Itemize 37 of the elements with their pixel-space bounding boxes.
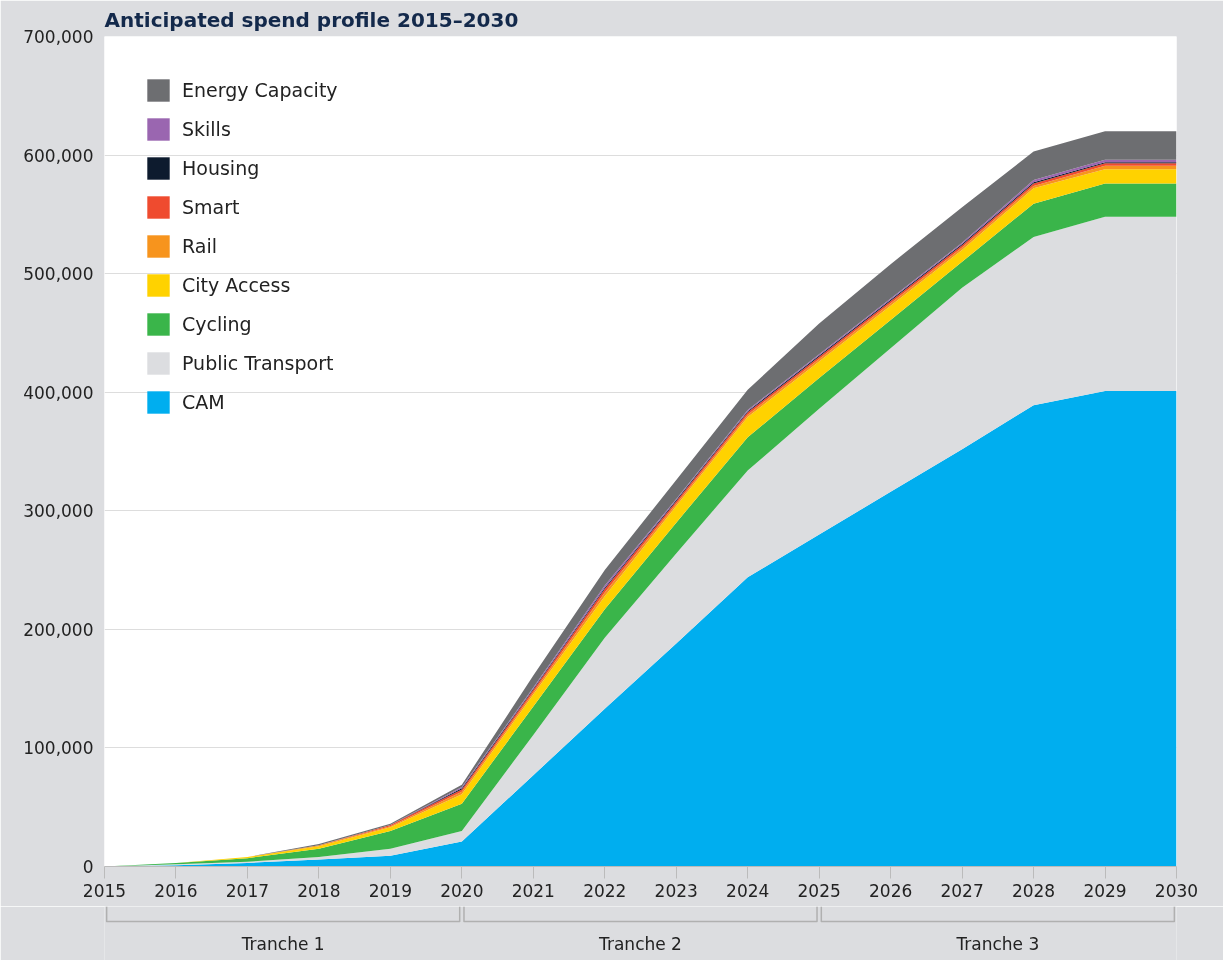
x-tick-label: 2028 — [1011, 880, 1056, 901]
x-tick-label: 2030 — [1154, 880, 1199, 901]
legend-label: Energy Capacity — [182, 79, 338, 101]
legend-label: CAM — [182, 391, 225, 413]
x-tick-label: 2029 — [1083, 880, 1127, 901]
x-tick-label: 2017 — [225, 880, 270, 901]
legend-label: Housing — [182, 157, 260, 179]
legend-label: Skills — [182, 118, 231, 140]
y-tick-label: 0 — [82, 857, 94, 877]
legend-label: Smart — [182, 196, 240, 218]
chart-title: Anticipated spend profile 2015–2030 — [104, 7, 519, 32]
legend-label: City Access — [182, 274, 291, 296]
x-tick-label: 2025 — [797, 880, 841, 901]
y-tick-label: 100,000 — [23, 738, 94, 759]
x-tick-label: 2016 — [154, 880, 198, 901]
x-tick-label: 2023 — [654, 880, 698, 901]
text: Tranche 1 — [240, 934, 325, 955]
x-tick-label: 2022 — [583, 880, 627, 901]
y-tick-label: 600,000 — [23, 145, 94, 166]
y-tick-label: 300,000 — [23, 501, 94, 522]
text: Tranche 2 — [598, 934, 682, 955]
text: Tranche 3 — [955, 934, 1040, 955]
x-tick-label: 2015 — [82, 880, 127, 901]
y-tick-label: 400,000 — [23, 382, 94, 403]
x-tick-label: 2024 — [726, 880, 770, 901]
legend-label: Cycling — [182, 313, 252, 335]
x-tick-label: 2021 — [511, 880, 555, 901]
legend-label: Rail — [182, 235, 217, 257]
x-tick-label: 2018 — [297, 880, 341, 901]
y-tick-label: 200,000 — [23, 619, 94, 640]
x-tick-label: 2026 — [869, 880, 913, 901]
y-tick-label: 700,000 — [23, 27, 94, 47]
x-tick-label: 2027 — [940, 880, 984, 901]
x-tick-label: 2019 — [368, 880, 412, 901]
y-tick-label: 500,000 — [23, 264, 94, 285]
legend-label: Public Transport — [182, 352, 334, 374]
x-tick-label: 2020 — [440, 880, 484, 901]
